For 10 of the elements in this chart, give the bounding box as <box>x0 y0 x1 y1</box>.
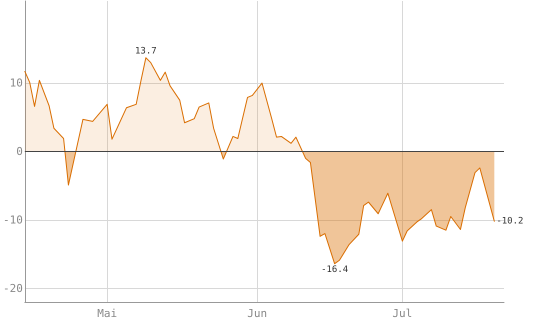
x-tick-label: Jun <box>247 307 268 320</box>
x-tick-label: Jul <box>392 307 412 320</box>
y-tick-label: 10 <box>10 76 23 90</box>
data-label: 13.7 <box>135 46 157 56</box>
y-tick-label: -10 <box>2 213 23 226</box>
x-tick-label: Mai <box>97 307 118 320</box>
data-label: -16.4 <box>321 265 348 276</box>
data-label: -10.2 <box>496 216 524 226</box>
y-tick-label: 0 <box>16 145 23 158</box>
y-tick-label: -20 <box>2 282 23 295</box>
